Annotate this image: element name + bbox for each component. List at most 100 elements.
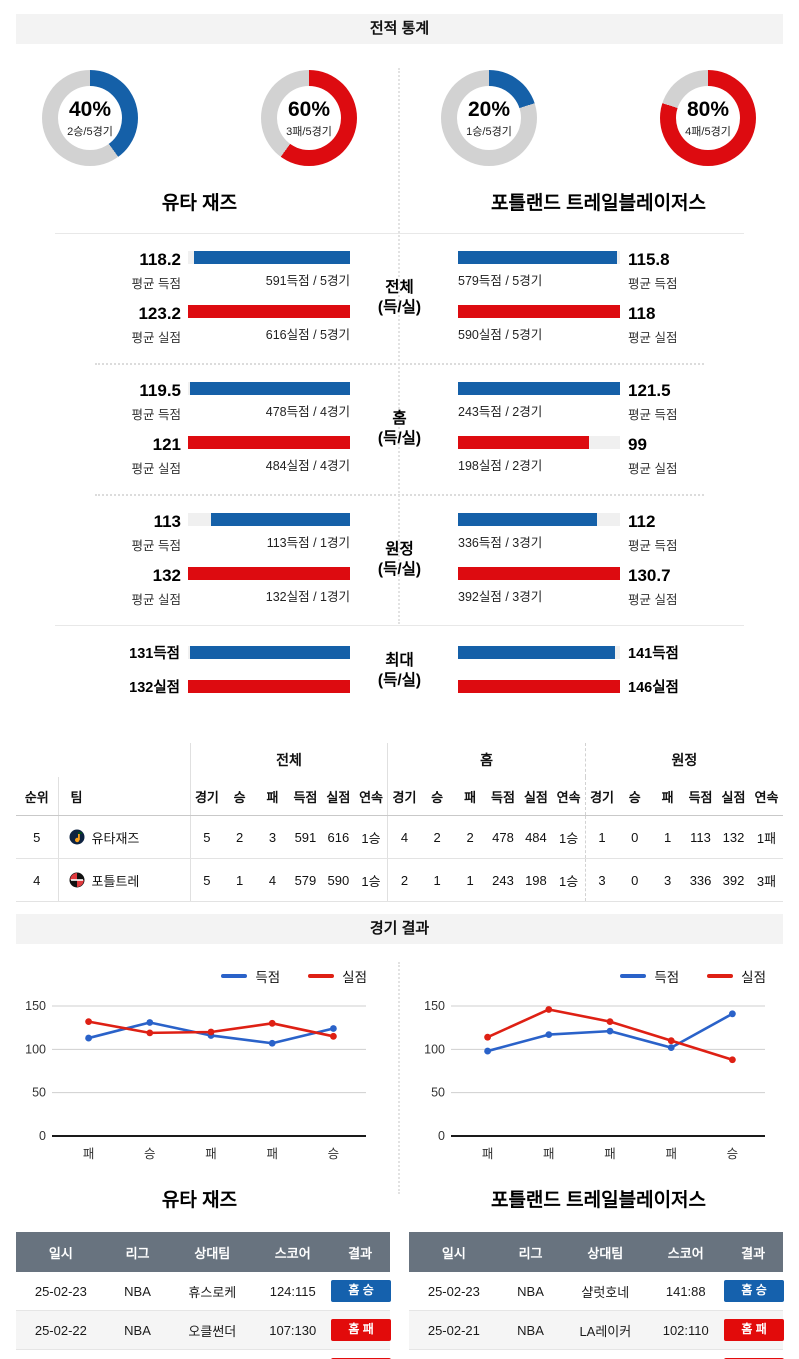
bar-track — [188, 436, 350, 449]
right-team-results: 득점 실점 150 100 50 0 패 패 패 패 승 포틀랜드 트레일블레이저스 일시 리그 상대… — [399, 954, 798, 1359]
bar-caption: 484실점 / 4경기 — [265, 459, 350, 473]
legend-item: 득점 — [620, 966, 679, 986]
date-cell: 25-02-21 — [409, 1310, 499, 1350]
stat-row: 113 평균 득점 113득점 / 1경기 — [0, 513, 399, 554]
opponent-cell: LA클리퍼 — [169, 1349, 256, 1359]
stat-column-header: 경기 — [584, 777, 619, 816]
data-point — [667, 1037, 675, 1045]
legend-marker — [620, 974, 647, 978]
score-line-chart: 150 100 50 0 패 승 패 패 승 — [25, 999, 366, 1161]
stat-cell: 5 — [189, 858, 224, 902]
stat-cell: 2 — [453, 815, 487, 859]
result-badge: 홈 승 — [331, 1280, 392, 1302]
data-point — [268, 1019, 276, 1027]
data-point — [85, 1018, 92, 1025]
right-team-name: 포틀랜드 트레일블레이저스 — [490, 193, 707, 214]
stat-value-label: 평균 실점 — [628, 331, 678, 345]
stat-bar-block: 579득점 / 5경기 — [458, 251, 620, 292]
rank-header: 순위 — [16, 777, 59, 816]
left-team-name: 유타 재즈 — [161, 193, 238, 214]
stat-value-block: 118.2 평균 득점 — [103, 251, 181, 292]
opponent-cell: 휴스로케 — [169, 1272, 256, 1311]
y-tick-label: 50 — [431, 1086, 445, 1100]
stat-cell: 198 — [519, 858, 553, 902]
left-stats: 113 평균 득점 113득점 / 1경기 132 평균 실점 132실점 / 1경기 — [0, 513, 399, 608]
win-rate-donut: 20% 1승/5경기 — [441, 70, 537, 166]
chart-legend: 득점 실점 — [0, 966, 399, 986]
blazers-team-logo — [69, 872, 85, 888]
bar-track — [188, 567, 350, 580]
stat-cell: 1 — [420, 858, 454, 902]
stat-cell: 591 — [288, 815, 322, 859]
stat-column-header: 실점 — [717, 777, 750, 816]
score-cell: 102:110 — [648, 1310, 724, 1350]
results-col-header: 결과 — [723, 1232, 783, 1272]
score-cell: 141:88 — [648, 1272, 724, 1311]
bar-track — [188, 251, 350, 264]
stat-bar-block — [458, 680, 620, 693]
stat-column-header: 승 — [223, 777, 257, 816]
legend-label: 실점 — [741, 970, 766, 985]
loss-rate-donut: 60% 3패/5경기 — [261, 70, 357, 166]
stat-cell: 1 — [584, 815, 619, 859]
legend-label: 득점 — [255, 970, 281, 985]
stat-column-header: 경기 — [189, 777, 224, 816]
donut-percent: 20% — [467, 97, 511, 121]
legend-label: 실점 — [342, 970, 367, 985]
results-col-header: 스코어 — [648, 1232, 724, 1272]
legend-marker — [308, 974, 335, 978]
stat-cell: 1승 — [552, 815, 586, 859]
right-stats: 579득점 / 5경기 115.8 평균 득점 590실점 / 5경기 118 평균 실점 — [399, 251, 798, 346]
bar-caption: 392실점 / 3경기 — [458, 590, 543, 604]
stat-bar-block: 198실점 / 2경기 — [458, 436, 620, 477]
legend-marker — [707, 974, 734, 978]
right-max-stats: 141득점 146실점 — [399, 642, 798, 697]
stat-column-header: 연속 — [552, 777, 586, 816]
stats-section: 40% 2승/5경기 60% 3패/5경기 유타 재즈 — [0, 44, 799, 717]
stat-cell: 1승 — [354, 815, 388, 859]
stat-column-header: 득점 — [684, 777, 717, 816]
stat-value: 113 — [153, 512, 181, 531]
comparison-block: 113 평균 득점 113득점 / 1경기 132 평균 실점 132실점 / 1경기 33… — [0, 496, 799, 625]
bar-fill — [458, 251, 617, 264]
bar-fill — [458, 513, 598, 526]
bar-fill — [189, 646, 350, 659]
x-category-label: 패 — [482, 1147, 494, 1161]
stat-value: 118 — [628, 304, 656, 323]
donut-center: 60% 3패/5경기 — [277, 86, 341, 150]
game-result-row: 25-02-23 NBA 샬럿호네 141:88 홈 승 — [409, 1272, 785, 1311]
stat-value-block: 130.7 평균 실점 — [628, 567, 710, 608]
x-category-label: 승 — [144, 1147, 156, 1161]
stat-bar-block — [458, 646, 620, 659]
stat-comparisons: 118.2 평균 득점 591득점 / 5경기 123.2 평균 실점 616실점 / 5… — [0, 233, 799, 717]
bar-track — [188, 680, 350, 693]
left-stats: 119.5 평균 득점 478득점 / 4경기 121 평균 실점 484실점 / 4경기 — [0, 382, 399, 477]
bar-fill — [458, 436, 590, 449]
right-stats: 243득점 / 2경기 121.5 평균 득점 198실점 / 2경기 99 평균 실점 — [399, 382, 798, 477]
stat-value-label: 평균 실점 — [131, 462, 181, 476]
legend-item: 실점 — [707, 966, 766, 986]
stat-cell: 0 — [618, 815, 652, 859]
data-point — [484, 1047, 491, 1055]
stat-cell: 1 — [453, 858, 487, 902]
stat-value-label: 평균 득점 — [131, 408, 181, 422]
standings-row: 5 유타재즈 5 2 3 591 616 1승 4 2 2 478 484 1승 1 0 1 113 132 1패 — [16, 815, 783, 859]
results-col-header: 스코어 — [255, 1232, 331, 1272]
data-point — [330, 1025, 337, 1032]
donut-center: 20% 1승/5경기 — [457, 86, 521, 150]
recent-games-table: 일시 리그 상대팀 스코어 결과 25-02-23 NBA 샬럿호네 141:88 홈 승 25-0… — [409, 1232, 785, 1359]
data-point — [207, 1028, 215, 1036]
stat-cell: 3패 — [749, 858, 783, 902]
bar-fill — [189, 382, 350, 395]
data-point — [729, 1056, 736, 1064]
stat-value-label: 평균 실점 — [131, 593, 181, 607]
stat-value-block: 112 평균 득점 — [628, 513, 710, 554]
max-stat-label: 141득점 — [628, 646, 679, 662]
data-point — [268, 1039, 276, 1047]
results-col-header: 리그 — [498, 1232, 563, 1272]
jazz-team-logo — [69, 829, 85, 845]
league-cell: NBA — [498, 1349, 563, 1359]
comparison-block: 119.5 평균 득점 478득점 / 4경기 121 평균 실점 484실점 / 4경기… — [0, 365, 799, 494]
bar-track — [458, 680, 620, 693]
stat-column-header: 승 — [618, 777, 652, 816]
